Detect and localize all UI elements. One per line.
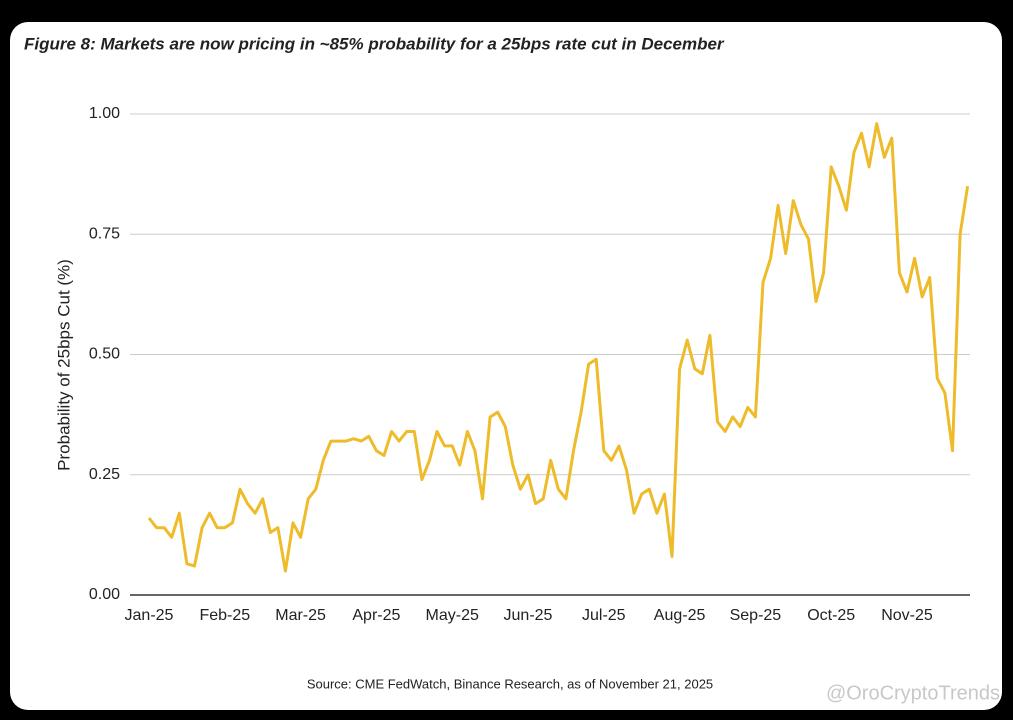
x-tick-label: Mar-25 xyxy=(275,607,326,624)
y-tick-label: 1.00 xyxy=(89,105,120,122)
chart: Figure 8: Markets are now pricing in ~85… xyxy=(24,34,1000,704)
x-tick-label: Oct-25 xyxy=(807,607,855,624)
y-tick-label: 0.50 xyxy=(89,346,120,363)
x-tick-label: Jun-25 xyxy=(504,607,553,624)
source: Source: CME FedWatch, Binance Research, … xyxy=(307,676,713,691)
x-tick-label: Feb-25 xyxy=(199,607,250,624)
x-tick-label: Jul-25 xyxy=(582,607,626,624)
y-axis-label: Probability of 25bps Cut (%) xyxy=(54,259,73,471)
x-tick-label: Aug-25 xyxy=(654,607,706,624)
y-tick-label: 0.25 xyxy=(89,466,120,483)
x-tick-label: Jan-25 xyxy=(125,607,174,624)
y-tick-label: 0.75 xyxy=(89,225,120,242)
x-tick-label: Nov-25 xyxy=(881,607,933,624)
watermark: @OroCryptoTrends xyxy=(826,682,1000,704)
x-tick-label: Sep-25 xyxy=(730,607,782,624)
card: Figure 8: Markets are now pricing in ~85… xyxy=(10,22,1002,710)
chart-title: Figure 8: Markets are now pricing in ~85… xyxy=(24,34,725,53)
y-tick-label: 0.00 xyxy=(89,586,120,603)
data-line xyxy=(147,122,970,573)
x-tick-label: Apr-25 xyxy=(352,607,400,624)
x-tick-label: May-25 xyxy=(426,607,479,624)
